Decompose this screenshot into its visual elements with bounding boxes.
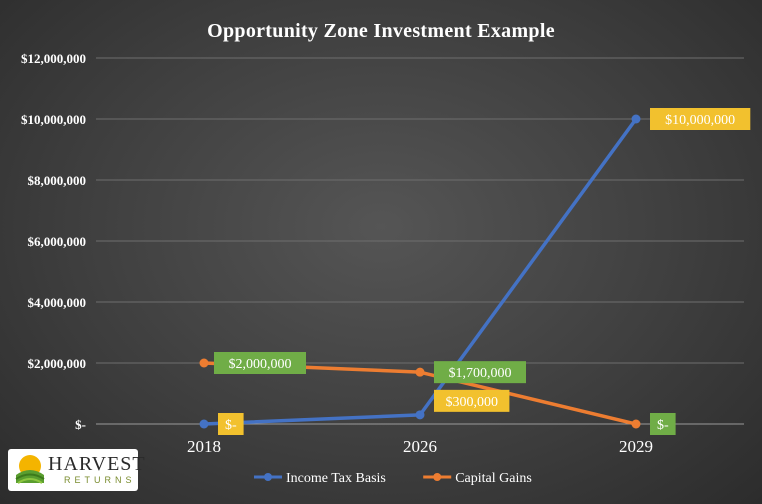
data-point xyxy=(631,114,641,124)
y-tick-label: $2,000,000 xyxy=(28,356,87,371)
series-line-0 xyxy=(203,117,638,426)
data-point xyxy=(415,367,425,377)
x-tick-label: 2029 xyxy=(619,437,653,456)
wheat-field-icon xyxy=(15,455,45,484)
data-label: $1,700,000 xyxy=(449,366,512,381)
data-label: $300,000 xyxy=(445,395,498,410)
data-point xyxy=(199,419,209,429)
x-tick-label: 2018 xyxy=(187,437,221,456)
legend-label: Capital Gains xyxy=(455,471,532,486)
y-tick-label: $8,000,000 xyxy=(28,173,87,188)
data-label-box xyxy=(650,413,676,435)
logo-sub: RETURNS xyxy=(64,475,136,485)
data-label-box xyxy=(434,361,526,384)
y-tick-label: $12,000,000 xyxy=(21,51,86,66)
legend-label: Income Tax Basis xyxy=(286,471,386,486)
harvest-returns-logo: HARVEST RETURNS xyxy=(8,449,145,491)
data-point xyxy=(415,410,425,420)
logo-name: HARVEST xyxy=(48,453,146,475)
y-tick-label: $- xyxy=(75,417,86,432)
chart-title: Opportunity Zone Investment Example xyxy=(207,20,555,42)
legend-swatch-marker xyxy=(433,473,442,481)
data-label-box xyxy=(434,389,510,412)
data-label: $10,000,000 xyxy=(665,113,735,128)
data-label-box xyxy=(650,108,751,130)
data-label-box xyxy=(214,352,306,374)
y-tick-label: $6,000,000 xyxy=(28,234,87,249)
y-tick-label: $4,000,000 xyxy=(28,295,87,310)
legend-swatch-marker xyxy=(264,473,272,481)
data-point xyxy=(199,358,209,368)
data-label: $- xyxy=(225,418,237,433)
data-point xyxy=(631,419,641,429)
data-label: $2,000,000 xyxy=(229,357,292,372)
data-label-box xyxy=(218,413,244,435)
x-tick-label: 2026 xyxy=(403,437,437,456)
y-tick-label: $10,000,000 xyxy=(21,112,86,127)
data-label: $- xyxy=(657,418,669,433)
